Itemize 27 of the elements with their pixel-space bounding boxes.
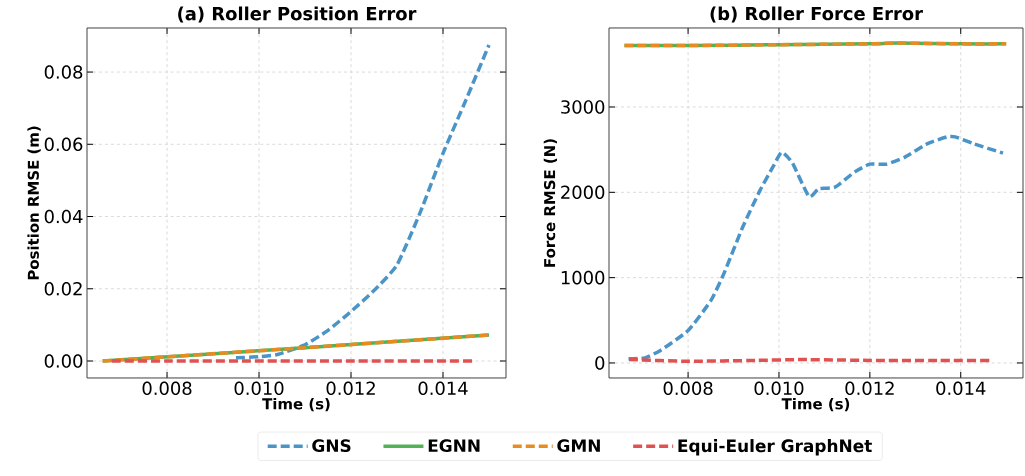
legend-label: Equi-Euler GraphNet xyxy=(678,439,872,456)
chart-title: (a) Roller Position Error xyxy=(178,6,417,23)
x-tick-label: 0.014 xyxy=(936,381,986,396)
legend-label: GMN xyxy=(557,439,600,453)
x-axis-title: Time (s) xyxy=(781,397,850,412)
x-tick-label: 0.008 xyxy=(142,381,192,396)
y-tick-label: 0.02 xyxy=(44,281,82,296)
y-axis-title: Position RMSE (m) xyxy=(27,126,41,280)
y-tick-label: 2000 xyxy=(561,185,605,200)
x-tick-label: 0.012 xyxy=(845,381,894,396)
legend-label: GNS xyxy=(312,439,351,453)
chart-title: (b) Roller Force Error xyxy=(710,6,923,23)
x-axis-title: Time (s) xyxy=(262,397,330,412)
y-tick-label: 1000 xyxy=(561,270,605,285)
y-tick-label: 0.04 xyxy=(44,209,83,224)
y-tick-label: 0.06 xyxy=(44,137,83,152)
y-tick-label: 0.08 xyxy=(44,65,83,79)
legend-label: EGNN xyxy=(428,439,480,453)
y-tick-label: 3000 xyxy=(561,100,605,114)
y-axis-title: Force RMSE (N) xyxy=(543,139,558,267)
x-tick-label: 0.010 xyxy=(754,381,804,396)
x-tick-label: 0.014 xyxy=(418,381,468,396)
x-tick-label: 0.010 xyxy=(234,381,284,396)
y-tick-label: 0.00 xyxy=(44,354,83,368)
x-tick-label: 0.012 xyxy=(326,381,375,396)
y-tick-label: 0 xyxy=(595,356,605,370)
x-tick-label: 0.008 xyxy=(663,381,713,396)
